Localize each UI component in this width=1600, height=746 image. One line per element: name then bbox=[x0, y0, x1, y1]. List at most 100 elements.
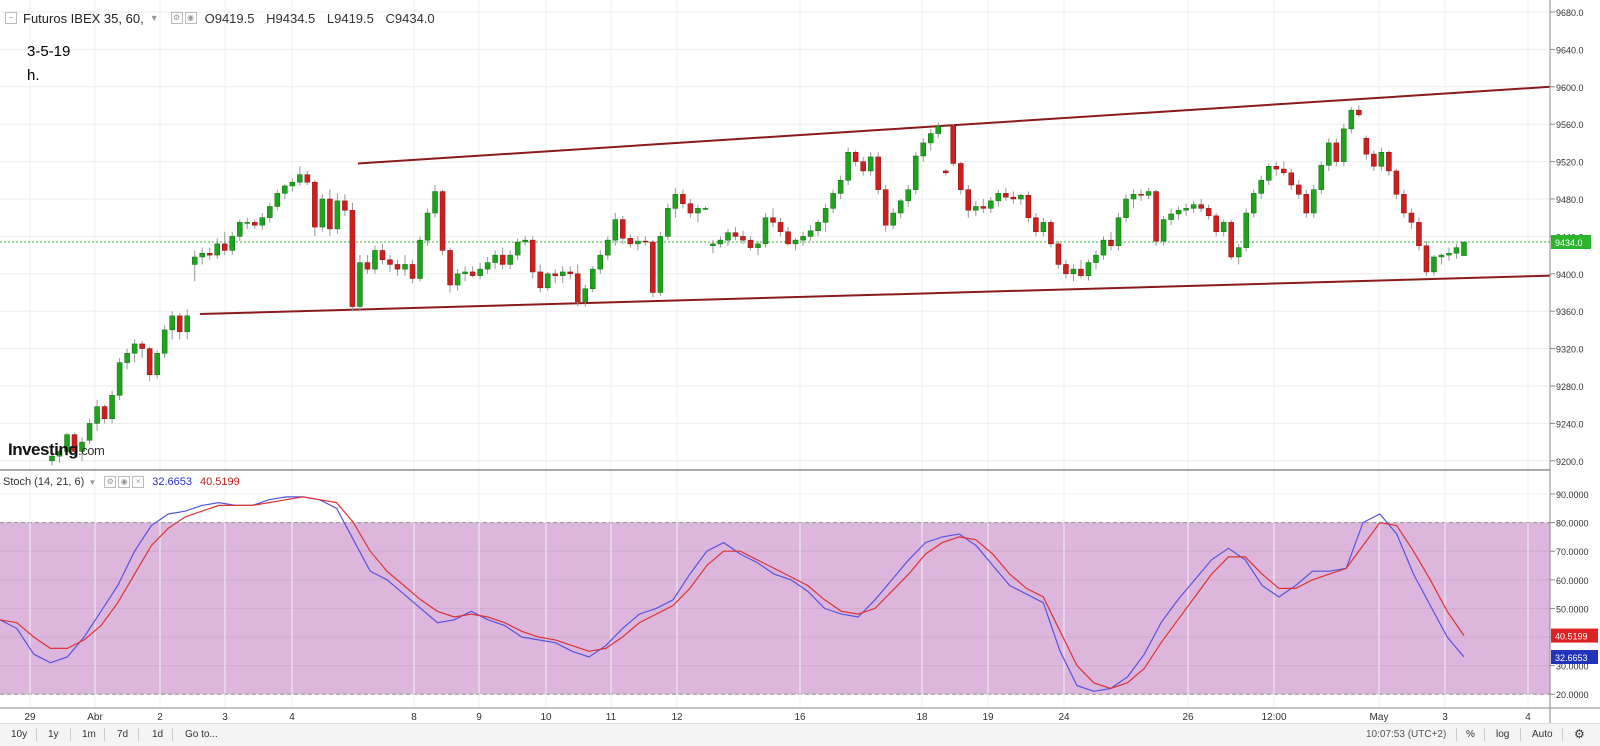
chevron-down-icon[interactable]: ▼ bbox=[88, 477, 97, 487]
eye-icon[interactable]: ◉ bbox=[184, 12, 197, 24]
candle-body bbox=[1078, 268, 1084, 276]
candle-body bbox=[1085, 262, 1092, 276]
candle-body bbox=[1198, 204, 1204, 209]
settings-icon[interactable]: ⚙ bbox=[170, 12, 183, 24]
candle-body bbox=[1243, 212, 1249, 248]
candle-body bbox=[237, 222, 243, 237]
candle bbox=[867, 152, 874, 176]
candle bbox=[845, 147, 851, 185]
k-value: 32.6653 bbox=[152, 476, 193, 488]
candle-body bbox=[605, 239, 611, 256]
candle bbox=[582, 285, 589, 307]
candle-body bbox=[822, 208, 829, 223]
stoch-d-badge-label: 40.5199 bbox=[1555, 632, 1588, 642]
settings-icon[interactable]: ⚙ bbox=[104, 476, 117, 488]
candle-body bbox=[282, 185, 288, 194]
candle bbox=[710, 240, 716, 254]
candle-body bbox=[537, 271, 543, 289]
candle-body bbox=[394, 264, 401, 270]
stoch-tick-label: 80.0000 bbox=[1556, 519, 1589, 529]
candle-body bbox=[1341, 128, 1347, 162]
range-10y-button[interactable]: 10y bbox=[11, 729, 28, 740]
candle-body bbox=[101, 406, 108, 419]
time-tick-label: 4 bbox=[1525, 712, 1531, 723]
candle-body bbox=[1416, 222, 1422, 246]
eye-icon[interactable]: ◉ bbox=[118, 476, 131, 488]
candle bbox=[852, 150, 859, 167]
range-1y-button[interactable]: 1y bbox=[48, 729, 59, 740]
candle-body bbox=[988, 200, 994, 209]
high-value: H9434.5 bbox=[266, 10, 316, 26]
candle-body bbox=[995, 193, 1002, 202]
candle-body bbox=[1258, 180, 1264, 194]
candle-body bbox=[867, 156, 874, 172]
range-7d-button[interactable]: 7d bbox=[117, 729, 129, 740]
candle bbox=[169, 311, 175, 340]
candle bbox=[199, 247, 205, 265]
stoch-tick-label: 50.0000 bbox=[1556, 604, 1589, 614]
candle bbox=[567, 266, 573, 280]
candle bbox=[1198, 199, 1204, 213]
candle bbox=[1220, 219, 1227, 237]
candle bbox=[762, 213, 769, 248]
candle bbox=[935, 122, 942, 139]
candle bbox=[1205, 204, 1212, 220]
chevron-down-icon[interactable]: ▼ bbox=[149, 13, 159, 23]
stochastic-panel bbox=[0, 496, 1465, 692]
candle-body bbox=[973, 206, 979, 211]
candle-body bbox=[379, 250, 386, 261]
close-icon[interactable]: × bbox=[132, 476, 145, 488]
time-tick-label: 3 bbox=[1442, 712, 1448, 723]
candle bbox=[559, 266, 566, 284]
time-tick-label: 29 bbox=[24, 712, 36, 723]
candle bbox=[958, 161, 964, 195]
percent-button[interactable]: % bbox=[1466, 729, 1475, 740]
candle bbox=[507, 250, 513, 270]
gear-icon[interactable]: ⚙ bbox=[1574, 727, 1585, 741]
candle-body bbox=[582, 288, 589, 303]
range-1d-button[interactable]: 1d bbox=[152, 729, 164, 740]
candle bbox=[1341, 124, 1347, 167]
candle bbox=[116, 357, 123, 401]
time-tick-label: 18 bbox=[916, 712, 928, 723]
candle-body bbox=[732, 232, 739, 237]
candle-body bbox=[1168, 213, 1174, 220]
candle-body bbox=[574, 273, 581, 303]
symbol-label[interactable]: Futuros IBEX 35, 60, bbox=[23, 10, 144, 26]
candle bbox=[597, 250, 604, 274]
goto-button[interactable]: Go to... bbox=[185, 729, 218, 740]
candle-body bbox=[131, 343, 138, 354]
candle bbox=[882, 184, 889, 232]
stoch-d-badge bbox=[1551, 628, 1598, 643]
stoch-band bbox=[0, 522, 1550, 695]
candle bbox=[1461, 241, 1467, 256]
candle-body bbox=[627, 238, 634, 245]
price-tick-label: 9280.0 bbox=[1556, 382, 1584, 392]
candle-body bbox=[657, 236, 664, 293]
collapse-icon[interactable]: − bbox=[5, 12, 17, 24]
price-tick-label: 9600.0 bbox=[1556, 83, 1584, 93]
candle bbox=[537, 264, 543, 293]
price-tick-label: 9680.0 bbox=[1556, 8, 1584, 18]
candle bbox=[184, 309, 190, 340]
candle-body bbox=[297, 174, 303, 183]
candle bbox=[897, 199, 904, 218]
log-button[interactable]: log bbox=[1496, 729, 1510, 740]
candle-body bbox=[79, 441, 85, 452]
time-tick-label: 11 bbox=[606, 712, 617, 723]
candle bbox=[620, 215, 626, 244]
candle bbox=[875, 152, 881, 195]
candle-body bbox=[882, 189, 889, 226]
candle bbox=[943, 169, 949, 176]
candle-body bbox=[1115, 217, 1122, 246]
candle bbox=[439, 189, 446, 256]
candle-body bbox=[1348, 109, 1355, 130]
candle-body bbox=[1010, 196, 1017, 200]
candle bbox=[1453, 243, 1460, 259]
candle-body bbox=[1326, 142, 1332, 166]
stoch-k-badge bbox=[1551, 650, 1598, 665]
range-1m-button[interactable]: 1m bbox=[82, 729, 96, 740]
indicator-label[interactable]: Stoch (14, 21, 6) bbox=[3, 476, 85, 488]
auto-button[interactable]: Auto bbox=[1532, 729, 1553, 740]
